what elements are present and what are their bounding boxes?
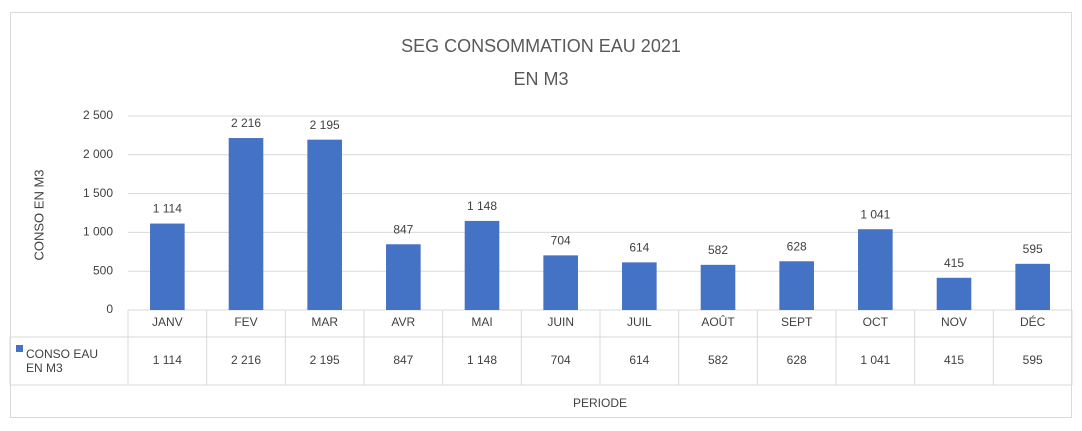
y-tick-label: 2 000 xyxy=(83,147,113,161)
bar xyxy=(779,261,814,310)
bar xyxy=(543,255,578,310)
bar xyxy=(936,277,972,310)
table-value: 582 xyxy=(708,353,728,367)
y-tick-label: 1 500 xyxy=(83,186,113,200)
bar xyxy=(464,220,500,310)
data-label: 614 xyxy=(629,241,649,255)
table-value: 415 xyxy=(944,353,964,367)
table-value: 704 xyxy=(551,353,571,367)
y-tick-label: 2 500 xyxy=(83,108,113,122)
x-tick-label: MAR xyxy=(311,315,338,329)
bar xyxy=(386,244,421,310)
legend-entry: CONSO EAU EN M3 xyxy=(26,347,99,375)
x-tick-label: MAI xyxy=(471,315,492,329)
table-value: 1 114 xyxy=(153,353,182,367)
x-tick-label: SEPT xyxy=(781,315,813,329)
data-label: 628 xyxy=(787,239,807,253)
x-tick-label: JUIL xyxy=(627,315,652,329)
table-value: 847 xyxy=(393,353,413,367)
y-axis-label: CONSO EN M3 xyxy=(31,169,46,260)
x-tick-label: OCT xyxy=(863,315,889,329)
data-label: 2 216 xyxy=(231,116,261,130)
bar xyxy=(228,138,264,310)
bar xyxy=(700,264,736,310)
x-tick-label: JUIN xyxy=(547,315,574,329)
data-label: 1 114 xyxy=(153,202,182,216)
data-label: 595 xyxy=(1023,242,1043,256)
x-axis-label: PERIODE xyxy=(573,396,627,410)
x-tick-label: FEV xyxy=(234,315,257,329)
data-label: 847 xyxy=(393,222,413,236)
table-value: 1 148 xyxy=(467,353,497,367)
bar xyxy=(622,262,657,310)
table-value: 595 xyxy=(1023,353,1043,367)
bar xyxy=(1015,263,1050,310)
y-tick-label: 500 xyxy=(93,263,113,277)
x-tick-label: DÉC xyxy=(1020,314,1046,329)
bar xyxy=(858,229,893,310)
x-tick-label: NOV xyxy=(941,315,967,329)
table-value: 614 xyxy=(629,353,649,367)
table-value: 628 xyxy=(787,353,807,367)
bar xyxy=(307,139,342,310)
bar xyxy=(150,223,185,310)
chart-border xyxy=(10,12,1072,418)
x-tick-label: JANV xyxy=(152,315,183,329)
data-label: 704 xyxy=(551,234,571,248)
data-label: 582 xyxy=(708,243,728,257)
y-tick-label: 1 000 xyxy=(83,225,113,239)
data-label: 415 xyxy=(944,256,964,270)
x-tick-label: AVR xyxy=(391,315,415,329)
y-tick-label: 0 xyxy=(106,302,113,316)
chart-title: SEG CONSOMMATION EAU 2021 xyxy=(401,36,681,56)
legend-box: CONSO EAU EN M3 xyxy=(26,347,99,375)
x-tick-label: AOÛT xyxy=(701,314,735,329)
table-value: 2 216 xyxy=(231,353,261,367)
legend-swatch xyxy=(16,345,23,352)
data-label: 2 195 xyxy=(310,118,340,132)
table-value: 1 041 xyxy=(860,353,890,367)
chart-subtitle: EN M3 xyxy=(513,69,568,89)
data-label: 1 041 xyxy=(860,207,890,221)
data-label: 1 148 xyxy=(467,199,497,213)
table-value: 2 195 xyxy=(310,353,340,367)
